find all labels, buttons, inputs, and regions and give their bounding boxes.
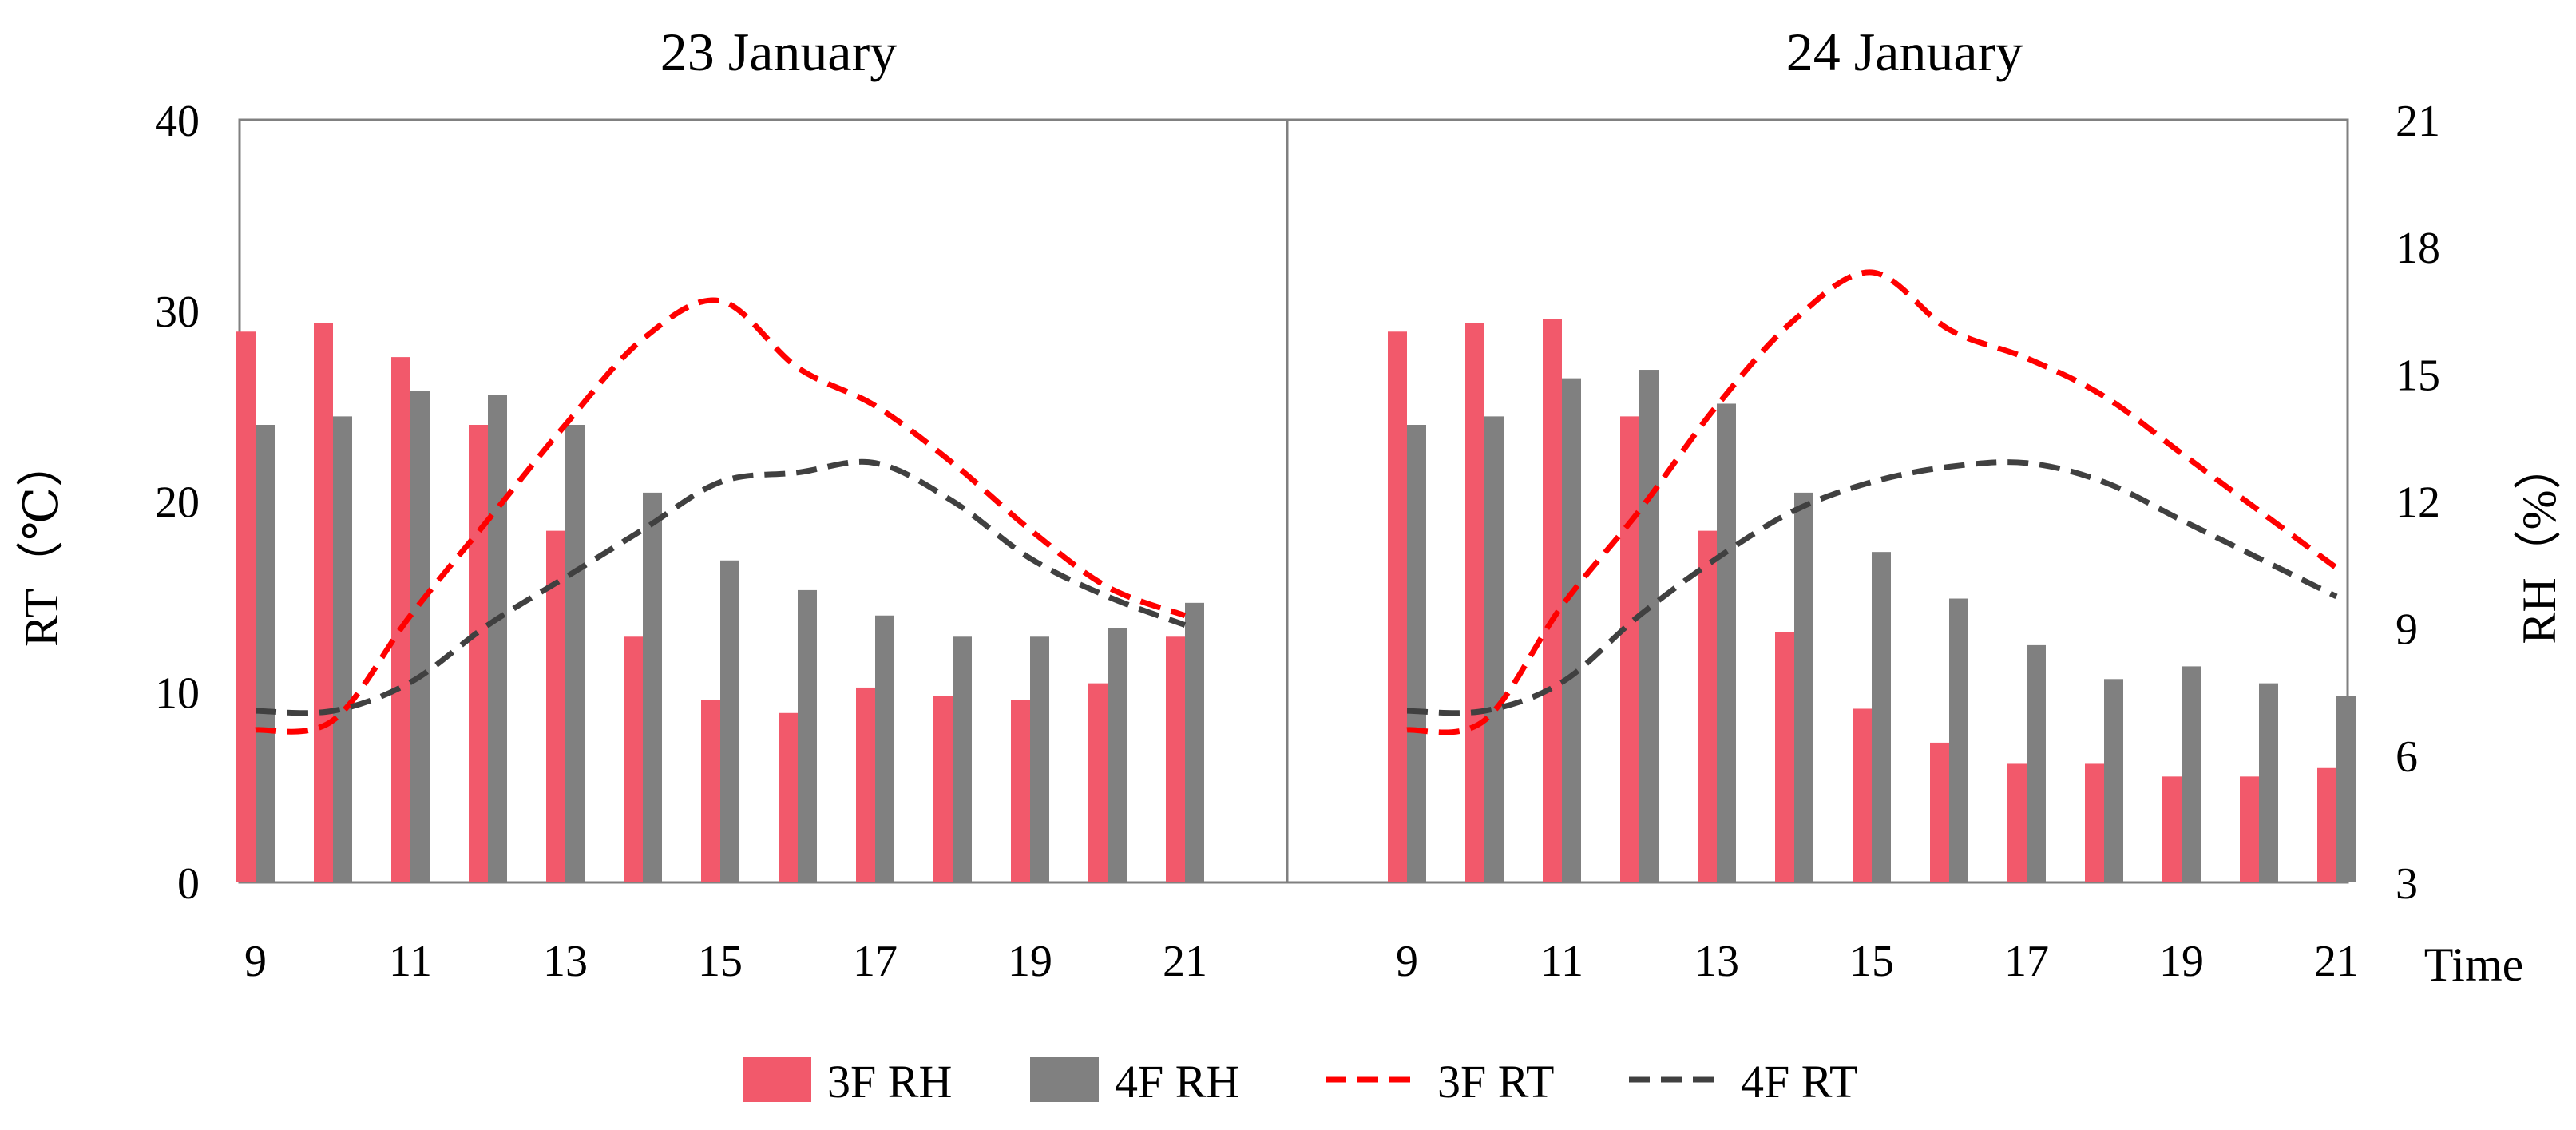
bar-series — [236, 319, 2356, 883]
3f-rh-bar — [1388, 331, 1407, 882]
y-right-tick-label: 6 — [2396, 732, 2418, 782]
4f-rh-bar — [1562, 378, 1581, 882]
3f-rh-bar — [1166, 636, 1185, 882]
x-tick-label: 15 — [698, 937, 743, 986]
3f-rh-bar — [1853, 708, 1872, 882]
3f-rh-bar — [2085, 763, 2104, 882]
3f-rh-bar — [469, 425, 488, 882]
x-tick-label: 15 — [1849, 937, 1894, 986]
3f-rh-bar — [1088, 683, 1108, 882]
4f-rh-bar — [1030, 636, 1049, 882]
y-axis-right-label: RH（%） — [2513, 442, 2566, 644]
4f-rh-bar — [1794, 492, 1813, 882]
panel-title-right: 24 January — [1786, 22, 2023, 82]
4f-rh-bar — [2104, 679, 2123, 882]
y-left-tick-label: 20 — [155, 478, 200, 528]
y-right-tick-label: 18 — [2396, 224, 2440, 273]
4f-rh-bar — [565, 425, 585, 882]
legend-swatch-3f-rh — [743, 1057, 811, 1102]
4f-rh-bar — [488, 395, 507, 883]
x-axis-label: Time — [2424, 938, 2524, 991]
4f-rh-bar — [1949, 598, 1968, 882]
axis-ticks: 0 10 20 30 40 3 6 9 12 15 18 21 9 11 13 15 17 19 21 9 11 13 15… — [155, 97, 2440, 986]
4f-rh-bar — [1407, 425, 1426, 882]
y-right-tick-label: 12 — [2396, 478, 2440, 528]
line-series — [255, 269, 2339, 735]
y-right-tick-label: 21 — [2396, 97, 2440, 146]
3f-rh-bar — [701, 700, 720, 882]
legend-swatch-4f-rh — [1030, 1057, 1099, 1102]
4f-rh-bar — [2027, 644, 2046, 882]
3f-rh-bar — [1775, 632, 1794, 882]
x-tick-label: 11 — [389, 937, 432, 986]
legend: 3F RH 4F RH 3F RT 4F RT — [743, 1056, 1857, 1108]
4f-rh-bar — [798, 589, 817, 882]
x-tick-label: 19 — [2159, 937, 2204, 986]
4f-rh-bar — [2259, 683, 2278, 882]
4f-rh-bar — [333, 416, 352, 882]
3f-rh-bar — [1698, 530, 1717, 882]
3f-rh-bar — [779, 712, 798, 882]
legend-label-4f-rh: 4F RH — [1115, 1056, 1239, 1108]
panel-title-left: 23 January — [660, 22, 897, 82]
3f-rh-bar — [624, 636, 643, 882]
x-tick-label: 19 — [1008, 937, 1052, 986]
x-tick-label: 11 — [1540, 937, 1583, 986]
x-tick-label: 17 — [853, 937, 898, 986]
3f-rh-bar — [933, 696, 953, 882]
4f-rh-bar — [2182, 666, 2201, 882]
4f-rh-bar — [1484, 416, 1504, 882]
3f-rh-bar — [1011, 700, 1030, 882]
4f-rh-bar — [1108, 628, 1127, 882]
x-tick-label: 17 — [2004, 937, 2049, 986]
4f-rh-bar — [720, 560, 739, 882]
x-tick-label: 21 — [1163, 937, 1207, 986]
legend-label-3f-rh: 3F RH — [827, 1056, 952, 1108]
y-left-tick-label: 10 — [155, 668, 200, 718]
3f-rh-bar — [1465, 323, 1484, 883]
4f-rh-bar — [1717, 403, 1736, 882]
y-right-tick-label: 9 — [2396, 605, 2418, 655]
3f-rh-bar — [2007, 763, 2027, 882]
4f-rh-bar — [410, 391, 430, 882]
4f-rh-bar — [1872, 552, 1891, 882]
3f-rh-bar — [1543, 319, 1562, 883]
y-right-tick-label: 15 — [2396, 351, 2440, 400]
3f-rt-line — [1406, 269, 2339, 735]
4f-rh-bar — [643, 492, 662, 882]
3f-rt-line — [255, 297, 1187, 735]
y-right-tick-label: 3 — [2396, 859, 2418, 909]
legend-label-4f-rt: 4F RT — [1741, 1056, 1857, 1108]
y-left-tick-label: 0 — [177, 859, 200, 909]
3f-rh-bar — [2162, 776, 2182, 882]
3f-rh-bar — [1620, 416, 1639, 882]
4f-rh-bar — [1185, 602, 1204, 882]
y-left-tick-label: 40 — [155, 97, 200, 146]
4f-rh-bar — [256, 425, 275, 882]
x-tick-label: 21 — [2314, 937, 2359, 986]
legend-label-3f-rt: 3F RT — [1437, 1056, 1554, 1108]
3f-rh-bar — [2317, 767, 2336, 882]
4f-rh-bar — [2336, 696, 2356, 882]
4f-rh-bar — [1639, 370, 1659, 882]
4f-rh-bar — [953, 636, 972, 882]
x-tick-label: 13 — [1694, 937, 1739, 986]
3f-rh-bar — [314, 323, 333, 883]
y-left-tick-label: 30 — [155, 287, 200, 337]
4f-rt-line — [1406, 459, 2338, 716]
x-tick-label: 9 — [244, 937, 267, 986]
x-tick-label: 9 — [1396, 937, 1418, 986]
4f-rt-line — [255, 458, 1187, 716]
3f-rh-bar — [1930, 742, 1949, 882]
x-tick-label: 13 — [543, 937, 588, 986]
y-axis-left-label: RT（℃） — [15, 439, 68, 647]
4f-rh-bar — [875, 615, 894, 882]
3f-rh-bar — [2240, 776, 2259, 882]
3f-rh-bar — [856, 687, 875, 882]
3f-rh-bar — [236, 331, 256, 882]
